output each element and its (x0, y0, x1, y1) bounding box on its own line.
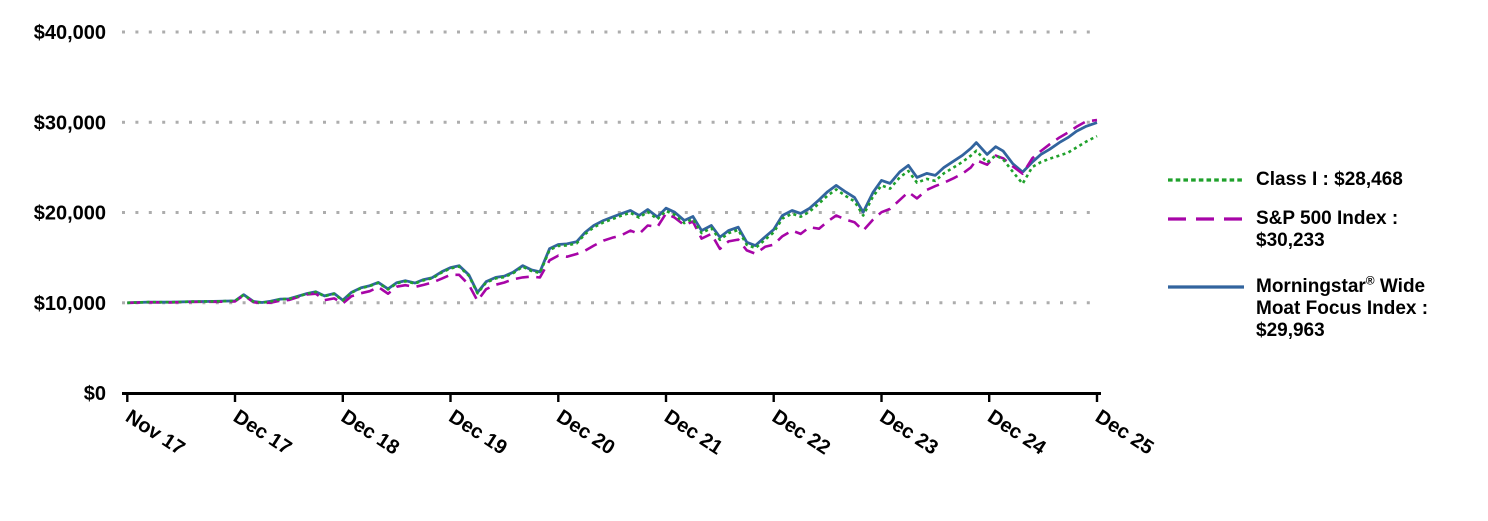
legend-item-class-i: Class I : $28,468 (1168, 169, 1403, 191)
x-axis-label: Dec 17 (229, 406, 295, 460)
x-axis-label: Dec 20 (553, 406, 619, 460)
class-i-legend-label: Class I : $28,468 (1256, 169, 1403, 191)
series-lines-group (127, 118, 1098, 305)
x-axis-labels-group: Nov 17 Dec 17 Dec 18 Dec 19 Dec 20 Dec 21 Dec … (122, 406, 1158, 460)
moat-index-label-line3: $29,963 (1256, 320, 1325, 341)
sp500-label-line2: $30,233 (1256, 230, 1325, 251)
legend-item-moat-index: Morningstar® Wide Moat Focus Index : $29… (1168, 273, 1429, 342)
series-line-moat-index (127, 121, 1098, 305)
moat-index-label-line2: Moat Focus Index : (1256, 298, 1429, 319)
moat-index-label-line1: Morningstar® Wide (1256, 273, 1428, 298)
y-axis-label: $20,000 (34, 203, 106, 225)
x-axis-label: Dec 19 (445, 406, 511, 460)
legend-item-sp500: S&P 500 Index : $30,233 (1168, 208, 1398, 252)
registered-trademark-symbol: ® (1365, 273, 1375, 288)
y-axis-label: $0 (84, 383, 106, 405)
class-i-label-text: Class I : $28,468 (1256, 169, 1403, 190)
moat-index-line-swatch (1168, 285, 1244, 289)
x-axis-label: Dec 25 (1091, 406, 1157, 460)
x-axis-label: Dec 23 (876, 406, 942, 460)
x-axis-label: Nov 17 (122, 406, 189, 460)
y-axis-label: $30,000 (34, 112, 106, 134)
series-line-class-i (127, 134, 1098, 305)
x-axis-label: Dec 22 (768, 406, 834, 460)
x-axis-ticks-group (126, 394, 1099, 402)
moat-index-legend-label: Morningstar® Wide Moat Focus Index : $29… (1256, 273, 1429, 342)
gridlines-group (122, 30, 1100, 305)
morningstar-brand-text: Morningstar (1256, 276, 1366, 297)
series-line-sp500 (127, 118, 1098, 305)
y-axis-label: $40,000 (34, 22, 106, 44)
x-axis-label: Dec 24 (983, 406, 1050, 460)
sp500-legend-label: S&P 500 Index : $30,233 (1256, 208, 1398, 252)
x-axis-label: Dec 21 (660, 406, 726, 460)
y-axis-labels-group: $0 $10,000 $20,000 $30,000 $40,000 (34, 22, 106, 405)
x-axis-label: Dec 18 (337, 406, 403, 460)
sp500-label-line1: S&P 500 Index : (1256, 208, 1399, 229)
sp500-line-swatch (1168, 217, 1244, 221)
y-axis-label: $10,000 (34, 293, 106, 315)
class-i-line-swatch (1168, 178, 1244, 182)
morningstar-wide-text: Wide (1374, 276, 1426, 297)
